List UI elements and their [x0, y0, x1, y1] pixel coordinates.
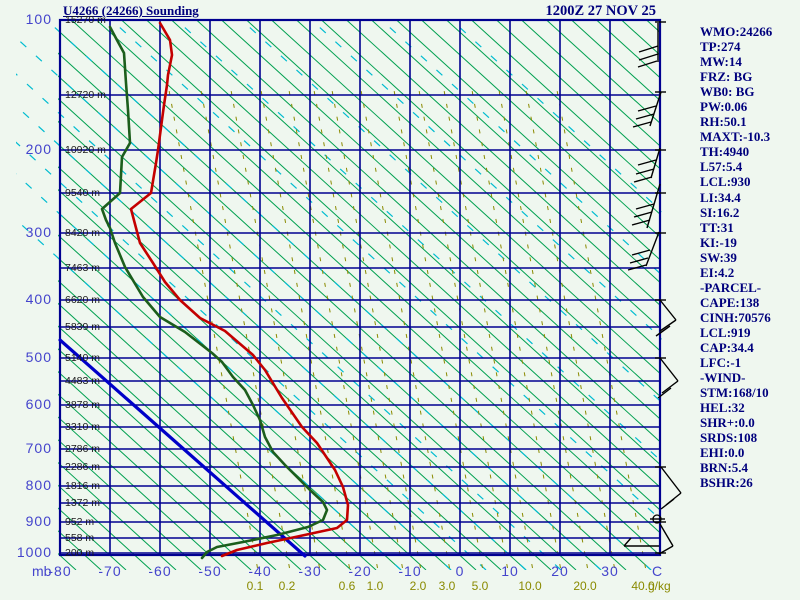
stats-line: SHR+:0.0 — [700, 415, 755, 431]
stats-line: BSHR:26 — [700, 475, 753, 491]
temperature-tick-label: -40 — [248, 563, 272, 579]
temperature-tick-label: 10 — [501, 563, 519, 579]
stats-line: FRZ: BG — [700, 69, 753, 85]
stats-line: TT:31 — [700, 219, 734, 235]
temp-unit-label: C — [652, 563, 663, 579]
stats-line: -PARCEL- — [700, 279, 762, 295]
stats-line: CAP:34.4 — [700, 339, 754, 355]
mixing-ratio-tick-label: 0.1 — [246, 579, 264, 593]
mixing-ratio-tick-label: 20.0 — [573, 579, 597, 593]
mixing-ratio-tick-label: 3.0 — [438, 579, 456, 593]
height-label: 9540 m — [65, 187, 101, 199]
stats-line: TH:4940 — [700, 144, 750, 160]
dewpoint-curve — [100, 25, 329, 560]
height-label: 2786 m — [65, 443, 101, 455]
height-label: 12720 m — [65, 89, 106, 101]
height-label: 3310 m — [65, 421, 101, 433]
pressure-tick-label: 800 — [25, 477, 52, 493]
stats-line: LCL:930 — [700, 174, 751, 190]
mixing-ratio-unit-label: g/kg — [648, 579, 671, 593]
mixing-ratio-tick-label: 0.2 — [278, 579, 296, 593]
height-label: 200 m — [65, 547, 95, 559]
moist-adiabat-lines — [16, 20, 662, 570]
temperature-curve — [129, 21, 350, 558]
temperature-tick-label: -60 — [148, 563, 172, 579]
height-label: 6620 m — [65, 294, 101, 306]
mixing-ratio-tick-label: 5.0 — [471, 579, 489, 593]
temperature-tick-label: 0 — [455, 563, 465, 579]
dry-adiabat-lines — [58, 20, 660, 570]
pressure-temperature-grid — [58, 18, 662, 557]
height-label: 558 m — [65, 532, 95, 544]
stats-line: WMO:24266 — [700, 24, 773, 39]
height-label: 15270 m — [65, 14, 106, 26]
temperature-tick-label: -10 — [398, 563, 422, 579]
stats-line: MW:14 — [700, 54, 742, 70]
stats-line: SI:16.2 — [700, 204, 740, 220]
height-label: 5140 m — [65, 352, 101, 364]
parcel-line — [58, 338, 307, 558]
stats-line: WB0: BG — [700, 84, 755, 100]
stats-line: TP:274 — [700, 39, 741, 55]
temperature-tick-label: -70 — [98, 563, 122, 579]
pressure-tick-label: 100 — [25, 11, 52, 27]
pressure-tick-label: 900 — [25, 513, 52, 529]
mixing-ratio-lines — [168, 89, 646, 569]
height-label: 1372 m — [65, 497, 101, 509]
pressure-tick-label: 600 — [25, 396, 52, 412]
stats-line: EI:4.2 — [700, 264, 735, 280]
pressure-unit-label: mb — [32, 563, 52, 579]
height-label: 3878 m — [65, 399, 101, 411]
stats-line: L57:5.4 — [700, 159, 743, 175]
height-label: 5839 m — [65, 321, 101, 333]
stats-line: CINH:70576 — [700, 309, 771, 325]
stats-line: -WIND- — [700, 370, 746, 386]
stats-line: PW:0.06 — [700, 99, 748, 115]
chart-title: U4266 (24266) Sounding — [63, 3, 199, 18]
height-label: 1816 m — [65, 480, 101, 492]
mixing-ratio-tick-label: 40.0 — [631, 579, 655, 593]
timestamp: 1200Z 27 NOV 25 — [545, 3, 656, 19]
height-label: 952 m — [65, 516, 95, 528]
stats-line: SRDS:108 — [700, 430, 758, 446]
mixing-ratio-tick-label: 2.0 — [409, 579, 427, 593]
height-label: 2286 m — [65, 461, 101, 473]
stats-line: BRN:5.4 — [700, 460, 749, 476]
wind-barbs — [623, 21, 682, 555]
temperature-tick-label: -20 — [348, 563, 372, 579]
temperature-tick-label: -30 — [298, 563, 322, 579]
stats-line: HEL:32 — [700, 400, 745, 416]
height-label: 8420 m — [65, 227, 101, 239]
stats-line: STM:168/10 — [700, 385, 769, 401]
stats-line: RH:50.1 — [700, 114, 747, 130]
pressure-tick-label: 200 — [25, 141, 52, 157]
height-label: 4483 m — [65, 375, 101, 387]
stats-line: LCL:919 — [700, 324, 751, 340]
stats-line: LFC:-1 — [700, 355, 742, 371]
temperature-tick-label: -50 — [198, 563, 222, 579]
temperature-tick-label: 20 — [551, 563, 569, 579]
pressure-tick-label: 1000 — [16, 544, 52, 560]
temperature-tick-label: 30 — [601, 563, 619, 579]
mixing-ratio-tick-label: 10.0 — [518, 579, 542, 593]
pressure-tick-label: 700 — [25, 440, 52, 456]
height-label: 10920 m — [65, 144, 106, 156]
stats-line: SW:39 — [700, 249, 737, 265]
stats-line: EHI:0.0 — [700, 445, 745, 461]
mixing-ratio-tick-label: 0.6 — [338, 579, 356, 593]
pressure-tick-label: 300 — [25, 224, 52, 240]
stats-line: LI:34.4 — [700, 189, 741, 205]
mixing-ratio-tick-label: 1.0 — [366, 579, 384, 593]
stats-line: KI:-19 — [700, 234, 737, 250]
pressure-tick-label: 400 — [25, 291, 52, 307]
temperature-tick-label: -80 — [48, 563, 72, 579]
pressure-tick-label: 500 — [25, 349, 52, 365]
stats-line: MAXT:-10.3 — [700, 129, 771, 145]
stats-line: CAPE:138 — [700, 294, 760, 310]
height-label: 7463 m — [65, 262, 101, 274]
stats-panel: WMO:24266 TP:274 MW:14 FRZ: BG WB0: BG PW:0.0… — [700, 24, 800, 490]
